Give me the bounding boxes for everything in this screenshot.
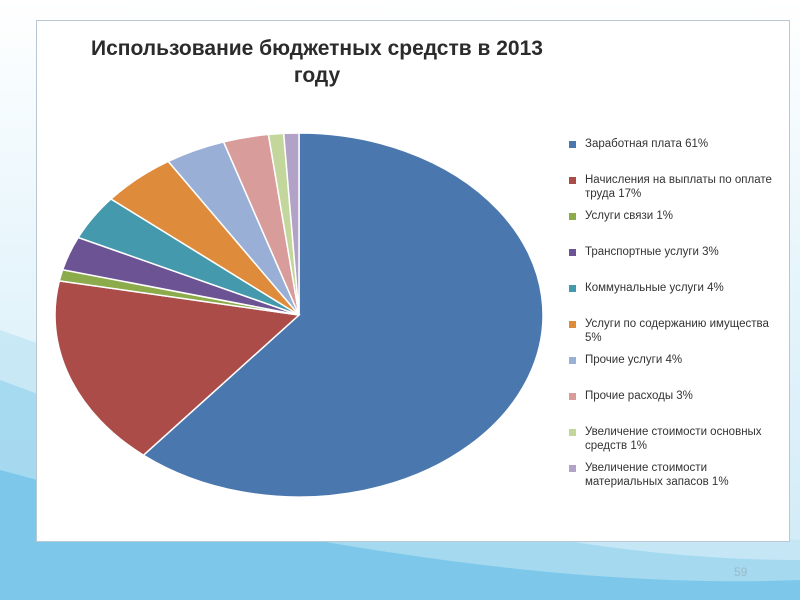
legend-swatch bbox=[569, 213, 576, 220]
legend-label: Прочие расходы 3% bbox=[585, 390, 693, 402]
chart-title: Использование бюджетных средств в 2013 г… bbox=[37, 35, 597, 89]
legend-item-5: Услуги по содержанию имущества 5% bbox=[569, 317, 779, 353]
legend-swatch bbox=[569, 429, 576, 436]
legend-swatch bbox=[569, 285, 576, 292]
pie-slice-9 bbox=[282, 132, 300, 316]
legend-label: Увеличение стоимости основных средств 1% bbox=[585, 426, 762, 452]
legend-item-4: Коммунальные услуги 4% bbox=[569, 281, 779, 317]
pie-slice-1 bbox=[54, 280, 301, 457]
legend-item-6: Прочие услуги 4% bbox=[569, 353, 779, 389]
pie-chart bbox=[54, 132, 544, 498]
legend-swatch bbox=[569, 465, 576, 472]
chart-title-line-2: году bbox=[293, 64, 341, 87]
chart-panel: Использование бюджетных средств в 2013 г… bbox=[36, 20, 790, 542]
pie-slice-0 bbox=[142, 132, 544, 498]
legend-label: Коммунальные услуги 4% bbox=[585, 282, 724, 294]
chart-title-line-1: Использование бюджетных средств в 2013 bbox=[91, 37, 543, 60]
legend-label: Услуги по содержанию имущества 5% bbox=[585, 318, 769, 344]
legend-swatch bbox=[569, 177, 576, 184]
legend-item-1: Начисления на выплаты по оплате труда 17… bbox=[569, 173, 779, 209]
legend-item-2: Услуги связи 1% bbox=[569, 209, 779, 245]
legend-label: Заработная плата 61% bbox=[585, 138, 709, 150]
legend-label: Транспортные услуги 3% bbox=[585, 246, 719, 258]
legend-swatch bbox=[569, 321, 576, 328]
legend-item-7: Прочие расходы 3% bbox=[569, 389, 779, 425]
legend-swatch bbox=[569, 393, 576, 400]
legend-label: Прочие услуги 4% bbox=[585, 354, 683, 366]
legend-label: Начисления на выплаты по оплате труда 17… bbox=[585, 174, 772, 200]
legend-item-9: Увеличение стоимости материальных запасо… bbox=[569, 461, 779, 497]
legend-swatch bbox=[569, 141, 576, 148]
slide-number: 59 bbox=[734, 565, 748, 579]
legend-item-3: Транспортные услуги 3% bbox=[569, 245, 779, 281]
chart-legend: Заработная плата 61% Начисления на выплат… bbox=[569, 137, 779, 497]
legend-label: Услуги связи 1% bbox=[585, 210, 674, 222]
legend-label: Увеличение стоимости материальных запасо… bbox=[585, 462, 729, 488]
legend-swatch bbox=[569, 249, 576, 256]
legend-item-0: Заработная плата 61% bbox=[569, 137, 779, 173]
legend-swatch bbox=[569, 357, 576, 364]
legend-item-8: Увеличение стоимости основных средств 1% bbox=[569, 425, 779, 461]
